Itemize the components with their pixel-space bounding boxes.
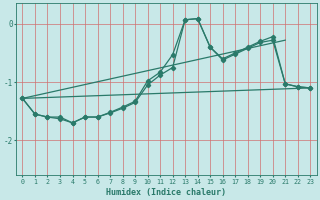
- X-axis label: Humidex (Indice chaleur): Humidex (Indice chaleur): [106, 188, 226, 197]
